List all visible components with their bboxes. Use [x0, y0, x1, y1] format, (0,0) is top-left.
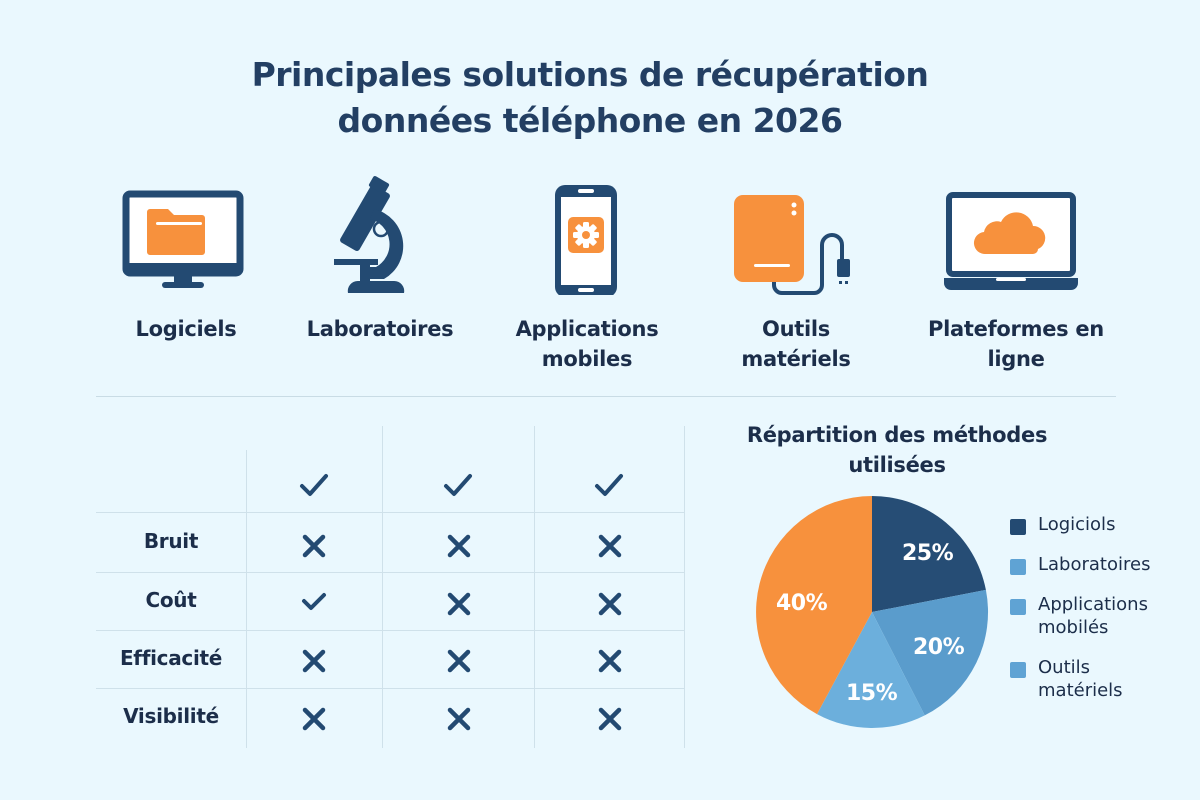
check-icon — [300, 474, 328, 496]
pie-chart-title: Répartition des méthodes utilisées — [746, 423, 1048, 477]
cross-icon — [598, 649, 622, 673]
category-outils-materiels — [704, 175, 884, 295]
laptop-cloud-icon — [944, 192, 1078, 290]
legend-label: Applications mobilés — [1038, 594, 1148, 638]
table-grid-line — [96, 688, 684, 689]
legend-swatch — [1010, 519, 1026, 535]
table-row-label-visibilite: Visibilité — [123, 704, 219, 728]
cross-icon — [302, 707, 326, 731]
legend-label: Laboratoires — [1038, 554, 1151, 575]
pie-label-logiciels: 25% — [902, 541, 954, 566]
table-grid-line — [96, 572, 684, 573]
cross-icon — [447, 707, 471, 731]
category-logiciels — [94, 175, 274, 295]
pie-legend: Logiciols Laboratoires Applications mobi… — [1010, 513, 1178, 719]
cross-icon — [302, 534, 326, 558]
category-laboratoires — [282, 175, 462, 295]
check-icon — [444, 474, 472, 496]
pie-label-laboratoires: 20% — [913, 635, 965, 660]
cross-icon — [302, 649, 326, 673]
legend-swatch — [1010, 662, 1026, 678]
category-label-logiciels: Logiciels — [135, 317, 237, 341]
section-divider — [96, 396, 1116, 397]
legend-item: Laboratoires — [1010, 553, 1178, 576]
microscope-icon — [334, 176, 405, 293]
cross-icon — [447, 534, 471, 558]
pie-slice-applications-mobiles — [817, 612, 925, 729]
legend-swatch — [1010, 599, 1026, 615]
pie-chart — [756, 496, 989, 729]
smartphone-gear-icon — [555, 185, 617, 295]
pie-slice-laboratoires — [872, 589, 989, 716]
category-label-plateformes-en-ligne: Plateformes en ligne — [928, 317, 1104, 371]
cross-icon — [598, 592, 622, 616]
cross-icon — [447, 649, 471, 673]
table-row-label-bruit: Bruit — [143, 529, 199, 553]
check-icon — [302, 593, 326, 610]
cross-icon — [598, 534, 622, 558]
cross-icon — [447, 592, 471, 616]
pie-label-applications-mobiles: 15% — [846, 681, 898, 706]
monitor-folder-icon — [122, 190, 244, 288]
page-title: Principales solutions de récupération do… — [0, 52, 1180, 144]
title-line-2: données téléphone en 2026 — [337, 101, 843, 140]
table-row-label-efficacite: Efficacité — [119, 646, 223, 670]
pie-slice-logiciels — [872, 496, 986, 612]
title-line-1: Principales solutions de récupération — [251, 55, 929, 94]
category-plateformes-en-ligne — [926, 175, 1106, 295]
category-applications-mobiles — [496, 175, 676, 295]
table-grid-line — [534, 426, 535, 748]
category-label-outils-materiels: Outils matériels — [741, 317, 851, 371]
category-label-applications-mobiles: Applications mobiles — [515, 317, 659, 371]
cross-icon — [598, 707, 622, 731]
check-icon — [595, 474, 623, 496]
legend-swatch — [1010, 559, 1026, 575]
legend-label: Outils matériels — [1038, 657, 1123, 701]
pie-label-outils-materiels: 40% — [776, 591, 828, 616]
table-grid-line — [684, 426, 685, 748]
category-label-laboratoires: Laboratoires — [306, 317, 454, 341]
table-grid-line — [96, 630, 684, 631]
legend-item: Outils matériels — [1010, 656, 1178, 702]
table-grid-line — [246, 450, 247, 748]
legend-item: Applications mobilés — [1010, 593, 1178, 639]
external-drive-icon — [734, 195, 850, 295]
table-grid-line — [96, 512, 684, 513]
legend-label: Logiciols — [1038, 514, 1116, 535]
pie-slice-outils-materiels — [756, 496, 872, 715]
table-grid-line — [382, 426, 383, 748]
table-row-label-cout: Coût — [145, 588, 197, 612]
legend-item: Logiciols — [1010, 513, 1178, 536]
